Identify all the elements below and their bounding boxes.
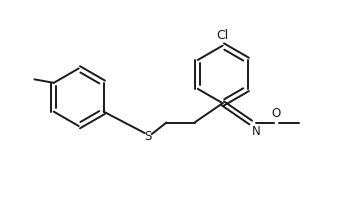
Text: N: N bbox=[251, 125, 260, 138]
Text: O: O bbox=[272, 107, 281, 120]
Text: S: S bbox=[144, 130, 152, 143]
Text: Cl: Cl bbox=[217, 29, 229, 42]
